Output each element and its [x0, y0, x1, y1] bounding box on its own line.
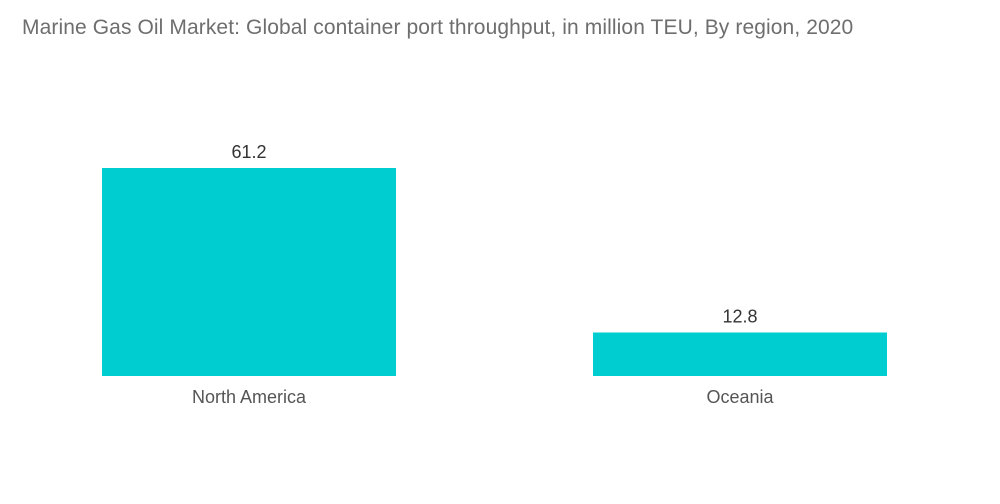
category-label-north-america: North America	[192, 387, 307, 407]
data-label-oceania: 12.8	[722, 306, 757, 326]
category-label-oceania: Oceania	[706, 387, 774, 407]
bar-oceania	[593, 332, 887, 376]
chart-title: Marine Gas Oil Market: Global container …	[22, 16, 854, 39]
bars-group	[102, 168, 887, 376]
bar-north-america	[102, 168, 396, 376]
category-labels-group: North America Oceania	[192, 387, 775, 407]
value-labels-group: 61.2 12.8	[231, 142, 757, 326]
data-label-north-america: 61.2	[231, 142, 266, 162]
